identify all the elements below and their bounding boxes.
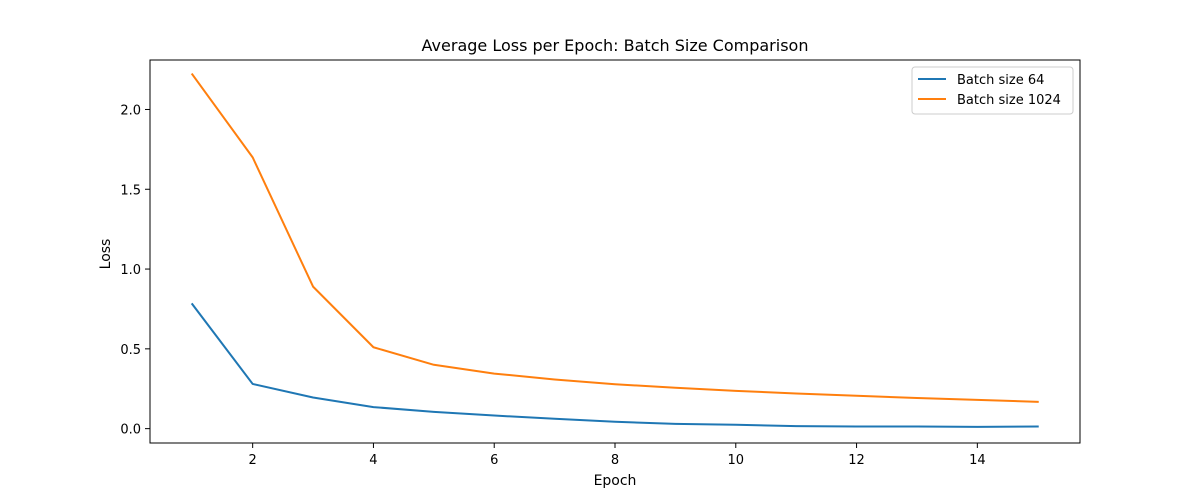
x-tick-label: 6 — [490, 453, 498, 468]
x-tick-label: 2 — [249, 453, 257, 468]
y-tick-label: 0.0 — [120, 423, 141, 438]
x-tick-label: 12 — [848, 453, 865, 468]
x-axis-label: Epoch — [594, 473, 637, 489]
legend-label-1: Batch size 64 — [957, 73, 1044, 88]
legend-box — [911, 66, 1074, 115]
y-tick-label: 0.5 — [120, 343, 141, 358]
y-tick-label: 2.0 — [120, 103, 141, 118]
y-tick-label: 1.5 — [120, 183, 141, 198]
chart-title: Average Loss per Epoch: Batch Size Compa… — [422, 36, 809, 55]
series-line-1 — [190, 302, 1039, 428]
ticks-layer: 2 4 6 8 10 12 14 0.0 0.5 1.0 1.5 2.0 — [120, 103, 985, 468]
x-tick-label: 8 — [611, 453, 619, 468]
x-tick-label: 10 — [728, 453, 745, 468]
y-axis-label: Loss — [98, 239, 114, 270]
plot-frame — [149, 59, 1081, 444]
x-tick-label: 14 — [969, 453, 986, 468]
legend: Batch size 64 Batch size 1024 — [911, 66, 1074, 115]
series-line-2 — [190, 72, 1039, 403]
x-tick-label: 4 — [369, 453, 377, 468]
legend-label-2: Batch size 1024 — [957, 93, 1061, 108]
series-layer — [190, 72, 1039, 428]
y-tick-label: 1.0 — [120, 263, 141, 278]
